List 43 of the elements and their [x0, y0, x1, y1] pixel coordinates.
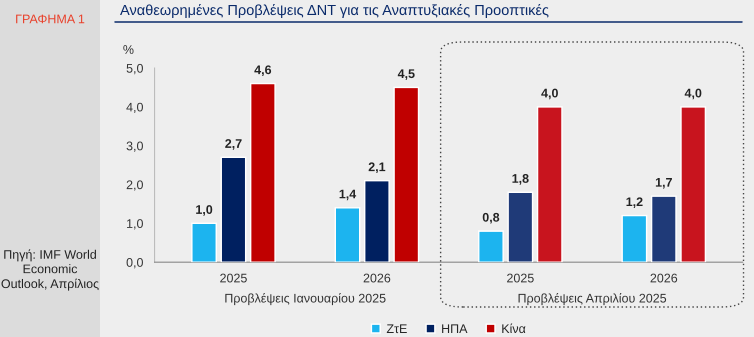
legend-label: ΗΠΑ	[442, 324, 468, 333]
data-label: 4,0	[684, 88, 702, 100]
text: Πηγή: IMF World Economic Outlook, Απρίλιος	[2, 249, 99, 291]
bar	[680, 106, 706, 262]
data-label: 4,0	[541, 88, 558, 100]
data-label: 1,0	[196, 205, 212, 216]
x-tick-label: 2025	[220, 274, 247, 282]
y-tick-label: 2,0	[126, 180, 143, 191]
data-label: 1,2	[626, 197, 643, 208]
bar	[220, 156, 246, 262]
bar	[536, 106, 563, 262]
x-tick-label: 2026	[364, 274, 390, 282]
data-label: 4,5	[398, 69, 415, 80]
data-label: 1,7	[656, 178, 672, 189]
legend-label: Κίνα	[502, 324, 526, 334]
data-label: 1,4	[340, 190, 356, 200]
bar	[650, 195, 677, 262]
y-tick-label: 5,0	[126, 64, 143, 74]
x-tick-label: 2025	[507, 274, 534, 282]
bar	[191, 222, 217, 262]
data-label: 1,8	[512, 174, 529, 185]
data-label: 0,8	[482, 212, 500, 224]
bar	[622, 214, 648, 262]
data-label: 2,1	[368, 162, 386, 174]
chart-title: Αναθεωρημένες Προβλέψεις ΔΝΤ για τις Αναπτυξιακές Προοπτικές	[120, 4, 549, 18]
bar	[250, 82, 276, 262]
y-tick-label: 0,0	[126, 258, 143, 268]
bar	[364, 180, 390, 262]
bar	[478, 230, 504, 262]
bar	[507, 192, 534, 262]
y-axis-title: %	[123, 45, 134, 54]
text: ΓΡΑΦΗΜΑ 1	[16, 14, 84, 24]
text: Προβλέψεις Ιανουαρίου 2025	[225, 293, 386, 306]
bar	[334, 207, 360, 262]
y-tick-label: 3,0	[126, 142, 143, 152]
y-tick-label: 1,0	[127, 219, 143, 230]
data-label: 4,6	[254, 65, 272, 76]
bar	[393, 86, 420, 262]
data-label: 2,7	[225, 139, 242, 150]
text: Προβλέψεις Απριλίου 2025	[518, 293, 666, 306]
legend-label: ΖτΕ	[386, 324, 407, 334]
x-tick-label: 2026	[650, 274, 678, 282]
y-tick-label: 4,0	[126, 102, 143, 114]
